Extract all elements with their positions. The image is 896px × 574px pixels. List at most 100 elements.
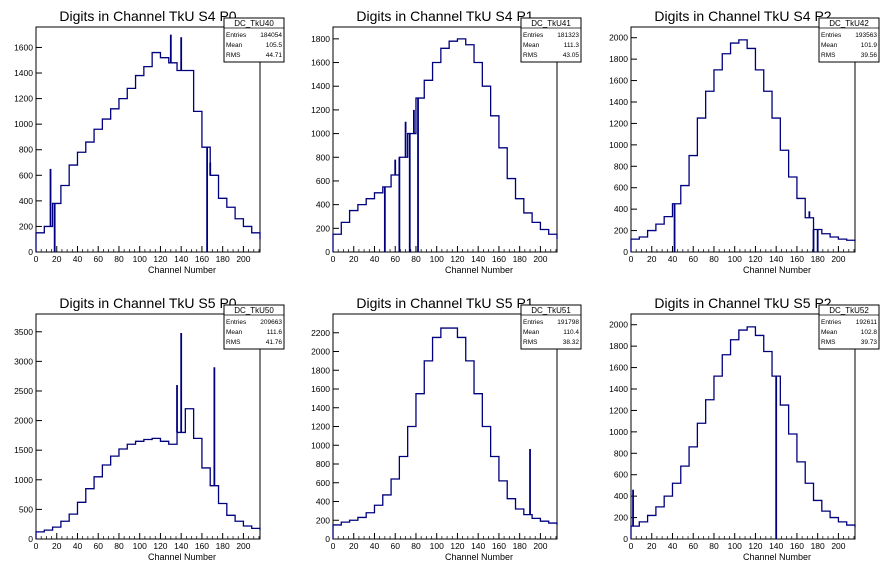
- x-tick-label: 60: [390, 541, 400, 551]
- y-tick-label: 1800: [311, 34, 330, 44]
- y-tick-label: 0: [623, 247, 628, 257]
- stats-value-mean: 110.4: [563, 329, 579, 336]
- y-tick-label: 1200: [311, 422, 330, 432]
- x-tick-label: 20: [52, 541, 62, 551]
- x-tick-label: 180: [811, 254, 825, 264]
- x-tick-label: 0: [629, 541, 634, 551]
- stats-name: DC_TkU40: [234, 19, 274, 28]
- x-tick-label: 80: [411, 541, 421, 551]
- x-tick-label: 80: [114, 541, 124, 551]
- y-tick-label: 1600: [311, 58, 330, 68]
- plot-frame: [35, 26, 261, 253]
- x-tick-label: 200: [831, 541, 845, 551]
- y-tick-label: 1600: [609, 363, 628, 373]
- x-tick-label: 140: [174, 541, 188, 551]
- x-tick-label: 140: [471, 541, 485, 551]
- x-tick-label: 0: [331, 254, 336, 264]
- x-tick-label: 120: [153, 254, 167, 264]
- x-tick-label: 60: [93, 254, 103, 264]
- stats-value-entries: 191798: [557, 319, 579, 326]
- x-tick-label: 100: [430, 254, 444, 264]
- y-tick-label: 1400: [311, 81, 330, 91]
- x-tick-label: 120: [748, 254, 762, 264]
- x-axis-label: Channel Number: [743, 265, 811, 275]
- y-tick-label: 2500: [14, 386, 33, 396]
- stats-value-rms: 39.73: [861, 339, 878, 346]
- y-tick-label: 800: [614, 448, 628, 458]
- chart-title: Digits in Channel TkU S4 P1: [356, 8, 533, 24]
- y-tick-label: 1000: [311, 440, 330, 450]
- stats-key-rms: RMS: [821, 339, 836, 346]
- y-tick-label: 400: [614, 204, 628, 214]
- y-tick-label: 1800: [609, 54, 628, 64]
- x-tick-label: 140: [769, 541, 783, 551]
- stats-value-mean: 105.5: [266, 42, 283, 49]
- x-tick-label: 20: [647, 254, 657, 264]
- x-tick-label: 120: [153, 541, 167, 551]
- x-tick-label: 180: [513, 254, 527, 264]
- y-tick-label: 1000: [609, 140, 628, 150]
- stats-value-entries: 193563: [855, 32, 877, 39]
- x-tick-label: 100: [133, 541, 147, 551]
- histogram-series: [630, 326, 856, 539]
- y-tick-label: 200: [316, 515, 330, 525]
- x-tick-label: 160: [492, 541, 506, 551]
- y-tick-label: 400: [19, 196, 33, 206]
- y-tick-label: 200: [614, 226, 628, 236]
- x-tick-label: 20: [52, 254, 62, 264]
- x-tick-label: 200: [236, 254, 250, 264]
- histogram-series: [332, 38, 558, 252]
- stats-value-rms: 39.56: [861, 52, 878, 59]
- x-tick-label: 100: [728, 254, 742, 264]
- stats-value-entries: 209663: [260, 319, 282, 326]
- y-tick-label: 0: [623, 534, 628, 544]
- x-tick-label: 160: [195, 254, 209, 264]
- stats-box: [818, 17, 880, 63]
- y-tick-label: 1400: [609, 97, 628, 107]
- stats-key-entries: Entries: [523, 32, 544, 39]
- y-tick-label: 500: [19, 504, 33, 514]
- x-tick-label: 160: [790, 541, 804, 551]
- stats-box: [520, 17, 582, 63]
- stats-name: DC_TkU41: [531, 19, 571, 28]
- stats-value-mean: 111.3: [564, 42, 580, 49]
- y-tick-label: 0: [28, 247, 33, 257]
- stats-key-mean: Mean: [226, 42, 243, 49]
- stats-name: DC_TkU51: [531, 306, 571, 315]
- stats-value-rms: 43.05: [563, 52, 580, 59]
- stats-box: [520, 304, 582, 350]
- x-tick-label: 140: [471, 254, 485, 264]
- plot-frame: [35, 313, 261, 540]
- x-tick-label: 0: [34, 541, 39, 551]
- stats-name: DC_TkU52: [829, 306, 869, 315]
- y-tick-label: 600: [19, 170, 33, 180]
- x-tick-label: 200: [533, 541, 547, 551]
- stats-key-rms: RMS: [821, 52, 836, 59]
- x-tick-label: 40: [73, 541, 83, 551]
- stats-value-mean: 101.9: [861, 42, 878, 49]
- x-tick-label: 180: [513, 541, 527, 551]
- x-tick-label: 120: [748, 541, 762, 551]
- stats-key-entries: Entries: [226, 319, 247, 326]
- plot-frame: [332, 26, 558, 253]
- x-tick-label: 160: [790, 254, 804, 264]
- stats-key-entries: Entries: [226, 32, 247, 39]
- y-tick-label: 0: [28, 534, 33, 544]
- y-tick-label: 1000: [311, 129, 330, 139]
- x-tick-label: 40: [668, 541, 678, 551]
- y-tick-label: 600: [614, 183, 628, 193]
- y-tick-label: 1400: [14, 68, 33, 78]
- x-tick-label: 40: [73, 254, 83, 264]
- chart-title: Digits in Channel TkU S5 P0: [59, 295, 236, 311]
- y-tick-label: 1800: [311, 365, 330, 375]
- chart-title: Digits in Channel TkU S5 P2: [654, 295, 831, 311]
- x-tick-label: 180: [811, 541, 825, 551]
- x-tick-label: 0: [331, 541, 336, 551]
- plot-frame: [630, 313, 856, 540]
- histogram-series: [630, 39, 856, 252]
- x-tick-label: 200: [533, 254, 547, 264]
- x-tick-label: 180: [216, 254, 230, 264]
- chart-panel-5: Digits in Channel TkU S5 P1 0 20 40 60 80 100 1…: [311, 295, 582, 562]
- y-tick-label: 200: [614, 513, 628, 523]
- x-tick-label: 40: [668, 254, 678, 264]
